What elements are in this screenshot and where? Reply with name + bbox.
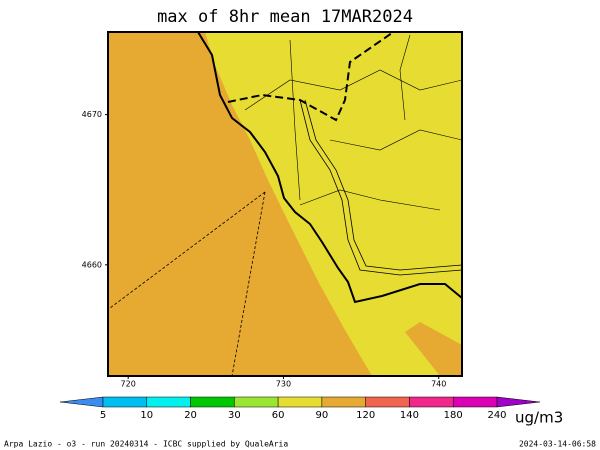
- colorbar-segment: [409, 396, 454, 408]
- road: [244, 69, 463, 111]
- colorbar-label: 90: [316, 410, 329, 421]
- colorbar-segment: [277, 396, 323, 408]
- y-tick-label: 4670: [82, 110, 102, 119]
- road: [329, 129, 463, 151]
- colorbar-segment: [146, 396, 191, 408]
- colorbar-label: 30: [228, 410, 241, 421]
- x-tick-label: 730: [276, 380, 291, 389]
- colorbar-label: 60: [272, 410, 285, 421]
- timestamp: 2024-03-14-06:58: [519, 440, 596, 449]
- colorbar: 5 10 20 30 60 90 120 140 180 240: [59, 396, 541, 421]
- colorbar-unit: ug/m3: [515, 409, 563, 427]
- colorbar-label: 10: [140, 410, 153, 421]
- colorbar-label: 20: [184, 410, 197, 421]
- colorbar-segment: [234, 396, 279, 408]
- river: [304, 99, 463, 271]
- map-frame: [107, 31, 463, 377]
- footer: Arpa Lazio - o3 - run 20240314 - ICBC su…: [4, 440, 288, 449]
- colorbar-label: 140: [400, 410, 419, 421]
- colorbar-arrow: [496, 396, 541, 408]
- route: [231, 191, 266, 377]
- map-lines: [109, 31, 463, 377]
- y-tick-label: 4660: [82, 260, 102, 269]
- boundary: [227, 32, 393, 122]
- coastline: [197, 31, 463, 304]
- colorbar-label: 180: [444, 410, 463, 421]
- colorbar-segment: [365, 396, 410, 408]
- route: [109, 191, 266, 309]
- colorbar-label: 120: [356, 410, 375, 421]
- colorbar-segment: [321, 396, 366, 408]
- road: [399, 34, 411, 121]
- map-title: max of 8hr mean 17MAR2024: [157, 7, 413, 27]
- x-tick-label: 720: [121, 380, 136, 389]
- road: [299, 189, 441, 211]
- colorbar-segment: [452, 396, 498, 408]
- colorbar-segment: [102, 396, 148, 408]
- road: [289, 39, 301, 201]
- colorbar-arrow: [59, 396, 104, 408]
- axes: 720 730 740 4660 4670: [82, 110, 447, 388]
- field-orange-patch: [405, 322, 462, 376]
- colorbar-label: 5: [100, 410, 106, 421]
- river: [299, 99, 463, 276]
- colorbar-label: 240: [487, 410, 506, 421]
- colorbar-segment: [190, 396, 235, 408]
- x-tick-label: 740: [431, 380, 446, 389]
